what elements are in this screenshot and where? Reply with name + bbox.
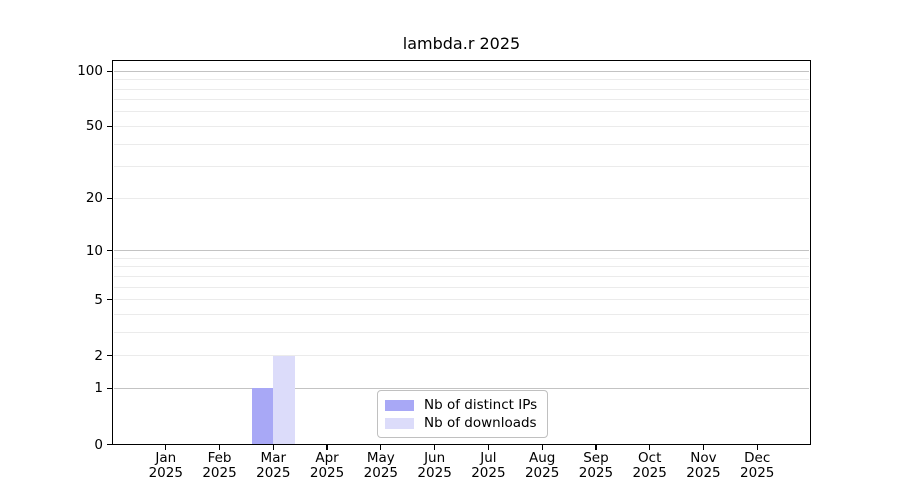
month-label: Aug (528, 450, 556, 466)
x-axis-tick-label: Jun 2025 (395, 451, 475, 480)
year-label: 2025 (202, 464, 237, 481)
year-label: 2025 (309, 464, 345, 481)
month-label: May (366, 450, 395, 466)
x-axis-tick-label: Apr 2025 (287, 451, 367, 480)
month-label: Nov (690, 450, 717, 466)
x-axis-tick-label: Jul 2025 (448, 451, 528, 480)
month-label: Apr (315, 450, 339, 466)
month-label: Sep (583, 450, 609, 466)
x-axis-tick (272, 444, 274, 450)
x-axis-tick (702, 444, 705, 450)
y-axis-tick (107, 197, 112, 199)
chart-title: lambda.r 2025 (402, 34, 521, 53)
x-axis-tick (433, 444, 436, 450)
gridline-minor (114, 313, 809, 315)
y-axis-tick-label: 1 (94, 380, 103, 397)
year-label: 2025 (363, 464, 399, 481)
x-axis-tick (649, 444, 651, 450)
y-axis-tick (107, 354, 112, 357)
legend-item-downloads: Nb of downloads (385, 415, 539, 431)
year-label: 2025 (471, 464, 506, 481)
x-axis-tick-label: Jan 2025 (126, 451, 206, 480)
y-axis-tick-label: 5 (94, 291, 103, 308)
y-axis-tick-label: 100 (77, 63, 103, 80)
month-label: Jul (480, 450, 497, 466)
gridline-minor (114, 275, 809, 277)
gridline-minor (114, 166, 809, 168)
gridline-major (114, 70, 809, 72)
gridline-minor (114, 331, 809, 333)
legend-label-downloads: Nb of downloads (424, 415, 537, 431)
month-label: Dec (744, 450, 771, 466)
y-axis-tick (107, 249, 112, 252)
y-axis-tick (107, 70, 112, 72)
x-axis-tick (218, 444, 221, 450)
legend-swatch-downloads-icon (385, 417, 414, 429)
bar-distinct-ips (251, 388, 274, 445)
y-axis-tick (107, 443, 112, 446)
gridline-minor (114, 266, 809, 268)
y-axis-tick-label: 0 (94, 436, 103, 453)
y-axis-tick (107, 387, 112, 390)
x-axis-tick (326, 444, 328, 450)
plot-border (112, 60, 811, 445)
y-axis-tick-label: 50 (85, 118, 103, 135)
gridline-minor (114, 286, 809, 288)
year-label: 2025 (686, 464, 721, 481)
year-label: 2025 (632, 464, 667, 481)
x-axis-tick-label: Nov 2025 (663, 451, 743, 480)
y-axis-tick (107, 298, 112, 301)
x-axis-tick-label: May 2025 (341, 451, 421, 480)
gridline-minor (114, 88, 809, 90)
legend: Nb of distinct IPs Nb of downloads (377, 390, 548, 438)
x-axis-tick (487, 444, 490, 450)
gridline-major (114, 387, 809, 389)
gridline-minor (114, 143, 809, 145)
gridline-minor (114, 79, 809, 81)
y-axis-tick-label: 10 (85, 242, 103, 259)
month-label: Oct (638, 450, 662, 466)
gridline-minor (114, 197, 809, 199)
x-axis-tick-label: Oct 2025 (610, 451, 690, 480)
gridline-minor (114, 299, 809, 301)
year-label: 2025 (256, 464, 291, 481)
x-axis-tick-label: Aug 2025 (502, 451, 582, 480)
y-axis-tick-label: 2 (94, 347, 103, 364)
year-label: 2025 (740, 464, 775, 481)
gridline-minor (114, 257, 809, 259)
y-axis-tick (107, 125, 112, 128)
month-label: Jun (424, 450, 446, 466)
gridline-major (114, 250, 809, 252)
year-label: 2025 (578, 464, 614, 481)
x-axis-tick-label: Sep 2025 (556, 451, 636, 480)
legend-swatch-distinct-ips-icon (385, 399, 414, 411)
gridline-minor (114, 125, 809, 127)
month-label: Jan (155, 450, 177, 466)
x-axis-tick-label: Feb 2025 (180, 451, 260, 480)
legend-label-distinct-ips: Nb of distinct IPs (424, 397, 538, 413)
legend-item-distinct-ips: Nb of distinct IPs (385, 397, 539, 413)
x-axis-tick-label: Mar 2025 (233, 451, 313, 480)
x-axis-tick (595, 444, 597, 450)
gridline-minor (114, 111, 809, 113)
gridline-minor (114, 99, 809, 101)
month-label: Mar (260, 450, 287, 466)
gridline-minor (114, 355, 809, 357)
x-axis-tick (756, 444, 758, 450)
year-label: 2025 (148, 464, 183, 481)
bar-downloads (273, 355, 295, 445)
month-label: Feb (207, 450, 232, 466)
x-axis-tick-label: Dec 2025 (717, 451, 797, 480)
x-axis-tick (541, 444, 543, 450)
y-axis-tick-label: 20 (85, 190, 103, 207)
year-label: 2025 (524, 464, 560, 481)
year-label: 2025 (417, 464, 452, 481)
x-axis-tick (380, 444, 382, 450)
x-axis-tick (165, 444, 167, 450)
